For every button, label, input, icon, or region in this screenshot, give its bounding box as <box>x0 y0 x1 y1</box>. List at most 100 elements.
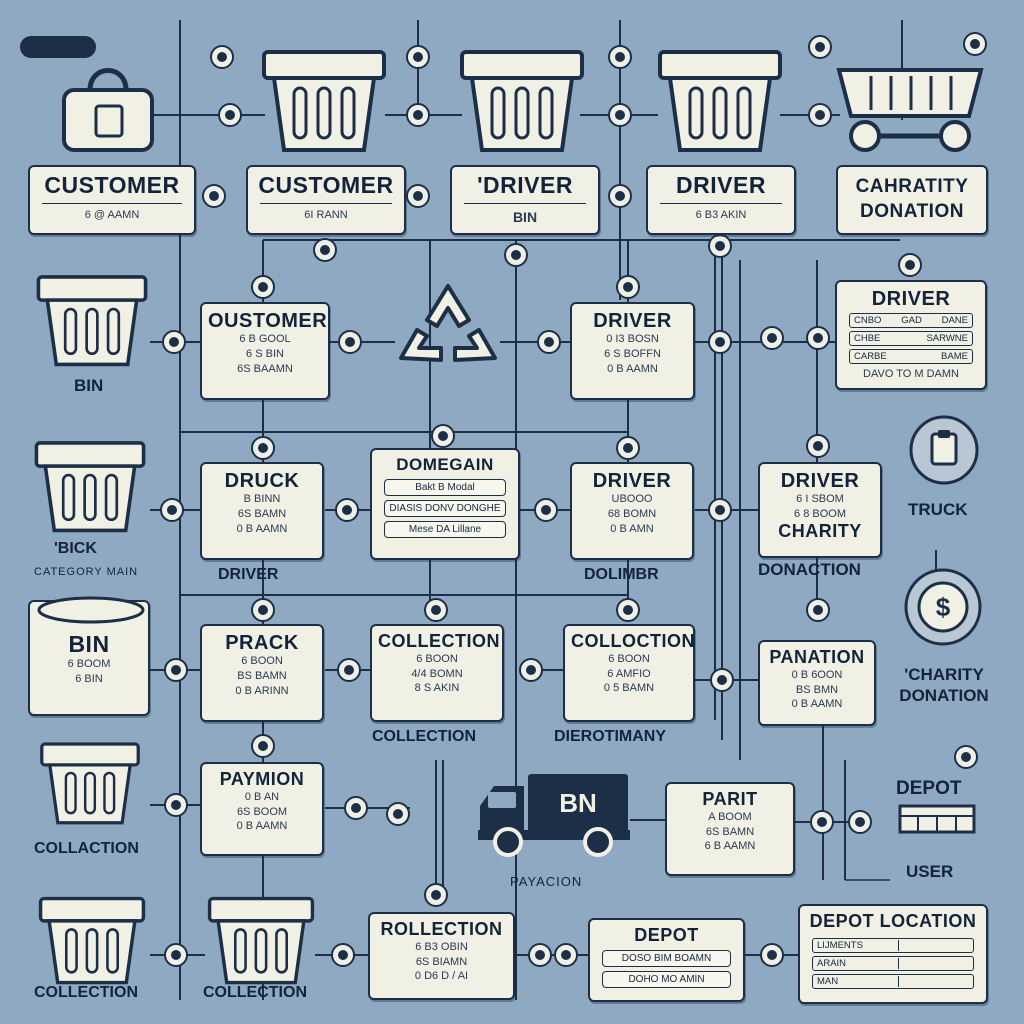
driver-detail-card[interactable]: DRIVER 0 I3 BOSN 6 S BOFFN 0 B AAMN <box>570 302 695 400</box>
depot-location-card[interactable]: DEPOT LOCATION LIJMENTS ARAIN MAN <box>798 904 988 1004</box>
connector-node-core <box>767 333 777 343</box>
card-line: 6 B AAMN <box>704 840 756 853</box>
driver-bin-card[interactable]: 'DRIVER BIN <box>450 165 600 235</box>
black-label: 'BICK <box>54 540 97 557</box>
charity-donation-card[interactable]: CAHRATITY DONATION <box>836 165 988 235</box>
druck-card[interactable]: DRUCK B BINN 6S BAMN 0 B AAMN <box>200 462 324 560</box>
card-title: DRUCK <box>224 470 300 492</box>
driver-card[interactable]: DRIVER 6 B3 AKIN <box>646 165 796 235</box>
card-line: 0 D6 D / AI <box>414 970 469 983</box>
rollection-card[interactable]: ROLLECTION 6 B3 OBIN 6S BIAMN 0 D6 D / A… <box>368 912 515 1000</box>
driver-caption: DRIVER <box>218 566 279 583</box>
bin-icon <box>32 434 148 539</box>
card-line: 6 BOOM <box>67 658 111 671</box>
connector-node-core <box>717 675 727 685</box>
depot-option[interactable]: DOSO BIM BOAMN <box>602 949 731 967</box>
depot-building-icon <box>898 802 976 843</box>
customer-card[interactable]: CUSTOMER 6I RANN <box>246 165 406 235</box>
collection-card[interactable]: COLLECTION 6 BOON 4/4 BOMN 8 S AKIN <box>370 624 504 722</box>
connector-node-core <box>815 42 825 52</box>
connector-node-core <box>438 431 448 441</box>
field-row: CARBE BAME <box>849 349 973 364</box>
connector-node-core <box>961 752 971 762</box>
connector-node-core <box>535 950 545 960</box>
connector-node-core <box>813 441 823 451</box>
donation-card[interactable]: DOMEGAIN Bakt B Modal DIASIS DONV DONGHE… <box>370 448 520 560</box>
collection-card[interactable]: COLLOCTION 6 BOON 6 AMFIO 0 5 BAMN <box>563 624 695 722</box>
parit-card[interactable]: PARIT A BOOM 6S BAMN 6 B AAMN <box>665 782 795 876</box>
card-subtitle: 6 @ AAMN <box>84 209 140 222</box>
connector-node-core <box>344 665 354 675</box>
location-field[interactable]: MAN <box>812 973 974 989</box>
connector-node-core <box>541 505 551 515</box>
card-title: ROLLECTION <box>380 919 503 939</box>
connector-node-core <box>169 337 179 347</box>
card-line: 6S BAMN <box>237 507 287 520</box>
connector-node-core <box>393 809 403 819</box>
connector-node-core <box>413 52 423 62</box>
connector-node-core <box>623 282 633 292</box>
card-title: COLLOCTION <box>571 631 695 651</box>
card-line: 6S BOOM <box>236 805 288 818</box>
depot-option[interactable]: DOHO MO AMIN <box>602 970 731 988</box>
card-line: 6S BAAMN <box>237 362 293 375</box>
card-title: DRIVER <box>676 172 766 198</box>
donation-option[interactable]: Mese DA Lillane <box>384 520 506 538</box>
card-line: 0 B AAMN <box>607 362 658 375</box>
connector-node-core <box>431 890 441 900</box>
field-row: CHBE SARWNE <box>849 331 973 346</box>
shopping-bag-icon <box>58 58 158 159</box>
card-line: 0 5 BAMN <box>603 682 655 695</box>
prack-card[interactable]: PRACK 6 BOON BS BAMN 0 B ARINN <box>200 624 324 722</box>
top-left-badge[interactable] <box>20 36 96 58</box>
card-line: 0 B AMN <box>610 522 654 535</box>
payment-card[interactable]: PAYMION 0 B AN 6S BOOM 0 B AAMN <box>200 762 324 856</box>
location-field[interactable]: LIJMENTS <box>812 937 974 953</box>
customer-card[interactable]: CUSTOMER 6 @ AAMN <box>28 165 196 235</box>
card-title: DRIVER <box>871 288 951 310</box>
location-field[interactable]: ARAIN <box>812 955 974 971</box>
connector-node-core <box>526 665 536 675</box>
card-title: DEPOT <box>634 925 699 945</box>
connector-node-core <box>171 950 181 960</box>
connector-node-core <box>767 950 777 960</box>
connector-node-core <box>258 282 268 292</box>
card-line: 6 BOON <box>241 655 283 667</box>
connector-node-core <box>970 39 980 49</box>
bin-icon <box>34 268 150 373</box>
card-title: CAHRATITY <box>855 176 969 197</box>
card-subtitle: DONATION <box>860 200 964 222</box>
card-title-2: CHARITY <box>778 520 862 541</box>
driver-charity-card[interactable]: DRIVER 6 I SBOM 6 8 BOOM CHARITY <box>758 462 882 558</box>
donation-option[interactable]: DIASIS DONV DONGHE <box>384 499 506 517</box>
bin-lid-icon <box>36 596 146 631</box>
card-title: COLLECTION <box>378 631 500 651</box>
payaction-caption: PAYACION <box>510 874 583 889</box>
basket-icon <box>460 42 584 159</box>
bin-icon <box>205 890 317 991</box>
card-line: 6 BOON <box>608 652 650 665</box>
charity-donation-label: 'CHARITY DONATION <box>899 665 989 706</box>
customer-detail-card[interactable]: OUSTOMER 6 B GOOL 6 S BIN 6S BAAMN <box>200 302 330 400</box>
card-line: 6 S BIN <box>246 347 284 360</box>
driver-panel-card[interactable]: DRIVER CNBO GAD DANE CHBE SARWNE CARBE BAME … <box>835 280 987 390</box>
card-title: OUSTOMER <box>208 310 328 332</box>
user-label: USER <box>906 862 954 881</box>
collection-caption: COLLECTION <box>372 728 476 745</box>
depot-card[interactable]: DEPOT DOSO BIM BOAMN DOHO MO AMIN <box>588 918 745 1002</box>
card-title: PRACK <box>225 632 299 654</box>
panation-card[interactable]: PANATION 0 B 6OON BS BMN 0 B AAMN <box>758 640 876 726</box>
connector-node-core <box>544 337 554 347</box>
collection-label: COLLECTION <box>34 984 138 1001</box>
connector-node-core <box>813 605 823 615</box>
coin-icon: $ <box>902 566 984 653</box>
collection-label: COLLECTION <box>203 984 307 1001</box>
connector-node-core <box>615 191 625 201</box>
bin-label: BIN <box>74 376 104 395</box>
driver-detail-card[interactable]: DRIVER UBOOO 68 BOMN 0 B AMN <box>570 462 694 560</box>
field-row: CNBO GAD DANE <box>849 313 973 328</box>
donation-option[interactable]: Bakt B Modal <box>384 478 506 496</box>
recycle-icon <box>395 278 501 379</box>
card-line: BS BAMN <box>237 669 287 682</box>
connector-node-core <box>209 191 219 201</box>
